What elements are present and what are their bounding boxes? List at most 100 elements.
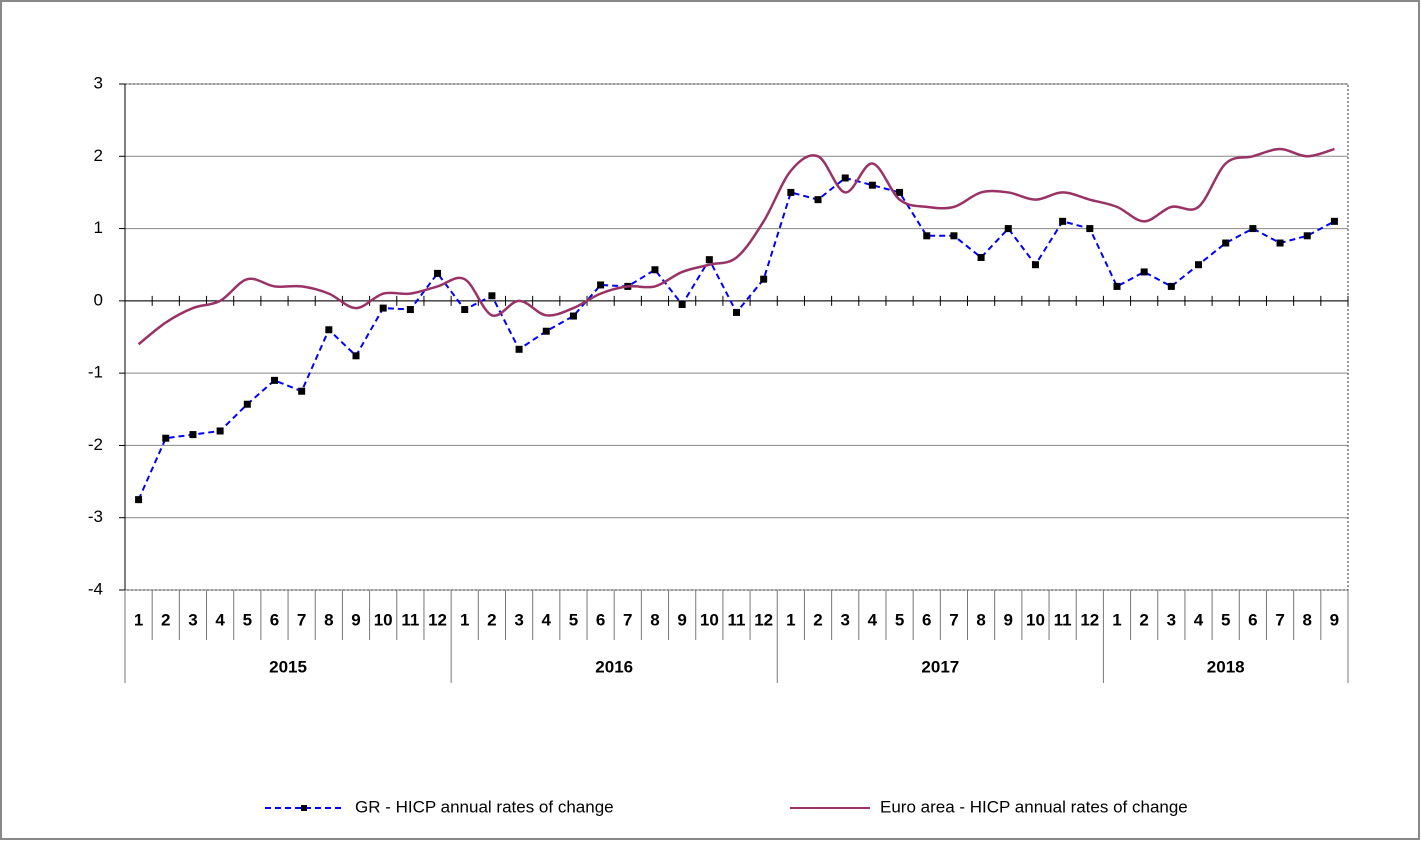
data-point [950,232,958,240]
x-tick-label: 11 [401,610,419,629]
data-point [705,256,713,264]
data-point [1276,239,1284,247]
group-label: 2018 [1207,657,1245,676]
data-point [1303,232,1311,240]
x-tick-label: 1 [1112,610,1121,629]
y-tick-label: -2 [88,435,103,454]
data-point [678,300,686,308]
data-point [461,306,469,314]
x-tick-label: 4 [1194,610,1204,629]
data-point [1222,239,1230,247]
legend-marker [301,805,307,811]
y-tick-label: 3 [94,73,103,92]
data-point [352,352,360,360]
data-point [733,308,740,316]
x-tick-label: 7 [623,610,632,629]
x-tick-label: 2 [1139,610,1148,629]
legend-label: Euro area - HICP annual rates of change [880,797,1188,816]
x-tick-label: 3 [514,610,523,629]
y-tick-label: 1 [94,218,103,237]
data-point [597,281,605,289]
x-tick-label: 12 [754,610,773,629]
x-tick-label: 9 [351,610,360,629]
data-point [270,376,278,384]
data-point [1195,261,1203,269]
data-point [325,326,333,334]
data-point [923,232,931,240]
x-tick-label: 7 [297,610,306,629]
x-tick-label: 2 [487,610,496,629]
x-tick-label: 8 [1302,610,1311,629]
series-line [137,147,1335,346]
x-tick-label: 10 [374,610,393,629]
x-tick-label: 7 [1275,610,1284,629]
data-point [1249,225,1257,233]
legend-label: GR - HICP annual rates of change [355,797,614,816]
data-point [216,427,224,435]
x-tick-label: 6 [1248,610,1257,629]
x-tick-label: 9 [1330,610,1339,629]
data-point [1113,282,1121,290]
x-tick-label: 11 [728,610,746,629]
data-point [515,345,523,353]
x-tick-label: 1 [134,610,143,629]
data-point [896,188,904,196]
data-point [135,496,143,504]
data-point [760,275,768,283]
data-point [1004,225,1012,233]
data-point [379,304,387,312]
x-tick-label: 6 [270,610,279,629]
x-tick-label: 12 [428,610,447,629]
data-point [651,266,659,274]
x-tick-label: 3 [188,610,197,629]
x-tick-label: 3 [840,610,849,629]
x-tick-label: 7 [949,610,958,629]
x-tick-label: 8 [324,610,333,629]
x-tick-label: 8 [650,610,659,629]
data-point [243,400,251,408]
y-tick-label: 2 [94,146,103,165]
data-point [1140,268,1148,276]
x-tick-label: 8 [976,610,985,629]
data-point [162,434,170,442]
x-tick-label: 6 [596,610,605,629]
x-tick-label: 5 [1221,610,1230,629]
x-tick-label: 4 [868,610,878,629]
x-tick-label: 4 [542,610,552,629]
data-point [1086,225,1094,233]
x-tick-label: 4 [215,610,225,629]
data-point [298,387,306,395]
x-tick-label: 2 [161,610,170,629]
x-tick-label: 1 [786,610,795,629]
y-tick-label: 0 [94,290,103,309]
x-tick-label: 11 [1054,610,1072,629]
data-point [1167,282,1175,290]
x-tick-label: 9 [1004,610,1013,629]
x-tick-label: 2 [813,610,822,629]
x-tick-label: 9 [677,610,686,629]
x-tick-label: 12 [1080,610,1099,629]
x-tick-label: 6 [922,610,931,629]
y-tick-label: -4 [88,579,103,598]
data-point [977,253,985,261]
group-label: 2016 [595,657,633,676]
data-point [542,327,550,335]
data-point [488,292,496,300]
x-tick-label: 10 [700,610,719,629]
data-point [434,269,442,277]
group-label: 2017 [921,657,959,676]
x-tick-label: 3 [1167,610,1176,629]
data-point [841,174,849,182]
y-tick-label: -3 [88,507,103,526]
x-tick-label: 1 [460,610,469,629]
group-label: 2015 [269,657,307,676]
data-point [569,312,577,320]
x-tick-label: 5 [895,610,904,629]
data-point [814,196,822,204]
data-point [1059,217,1067,225]
data-point [1031,261,1039,269]
y-tick-label: -1 [88,363,103,382]
x-tick-label: 5 [569,610,578,629]
